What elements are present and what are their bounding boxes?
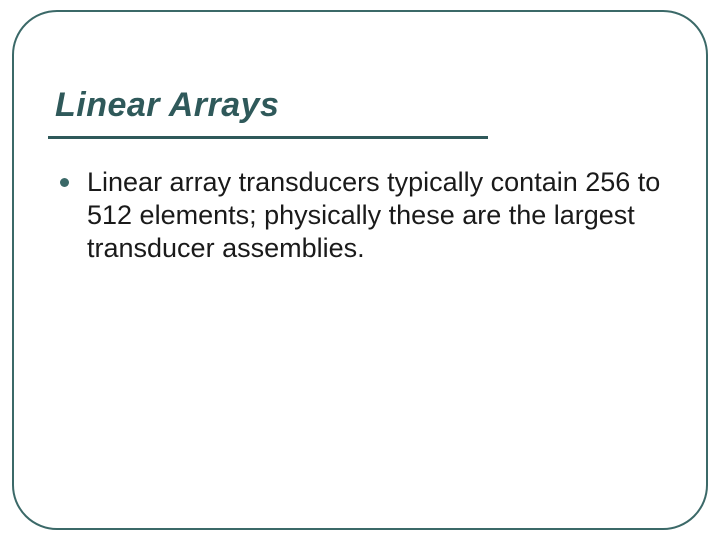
- bullet-item: Linear array transducers typically conta…: [60, 166, 665, 265]
- title-underline: [48, 136, 488, 139]
- slide-title: Linear Arrays: [55, 86, 279, 125]
- bullet-text: Linear array transducers typically conta…: [87, 166, 665, 265]
- bullet-dot-icon: [60, 178, 69, 187]
- slide-content: Linear array transducers typically conta…: [60, 166, 665, 265]
